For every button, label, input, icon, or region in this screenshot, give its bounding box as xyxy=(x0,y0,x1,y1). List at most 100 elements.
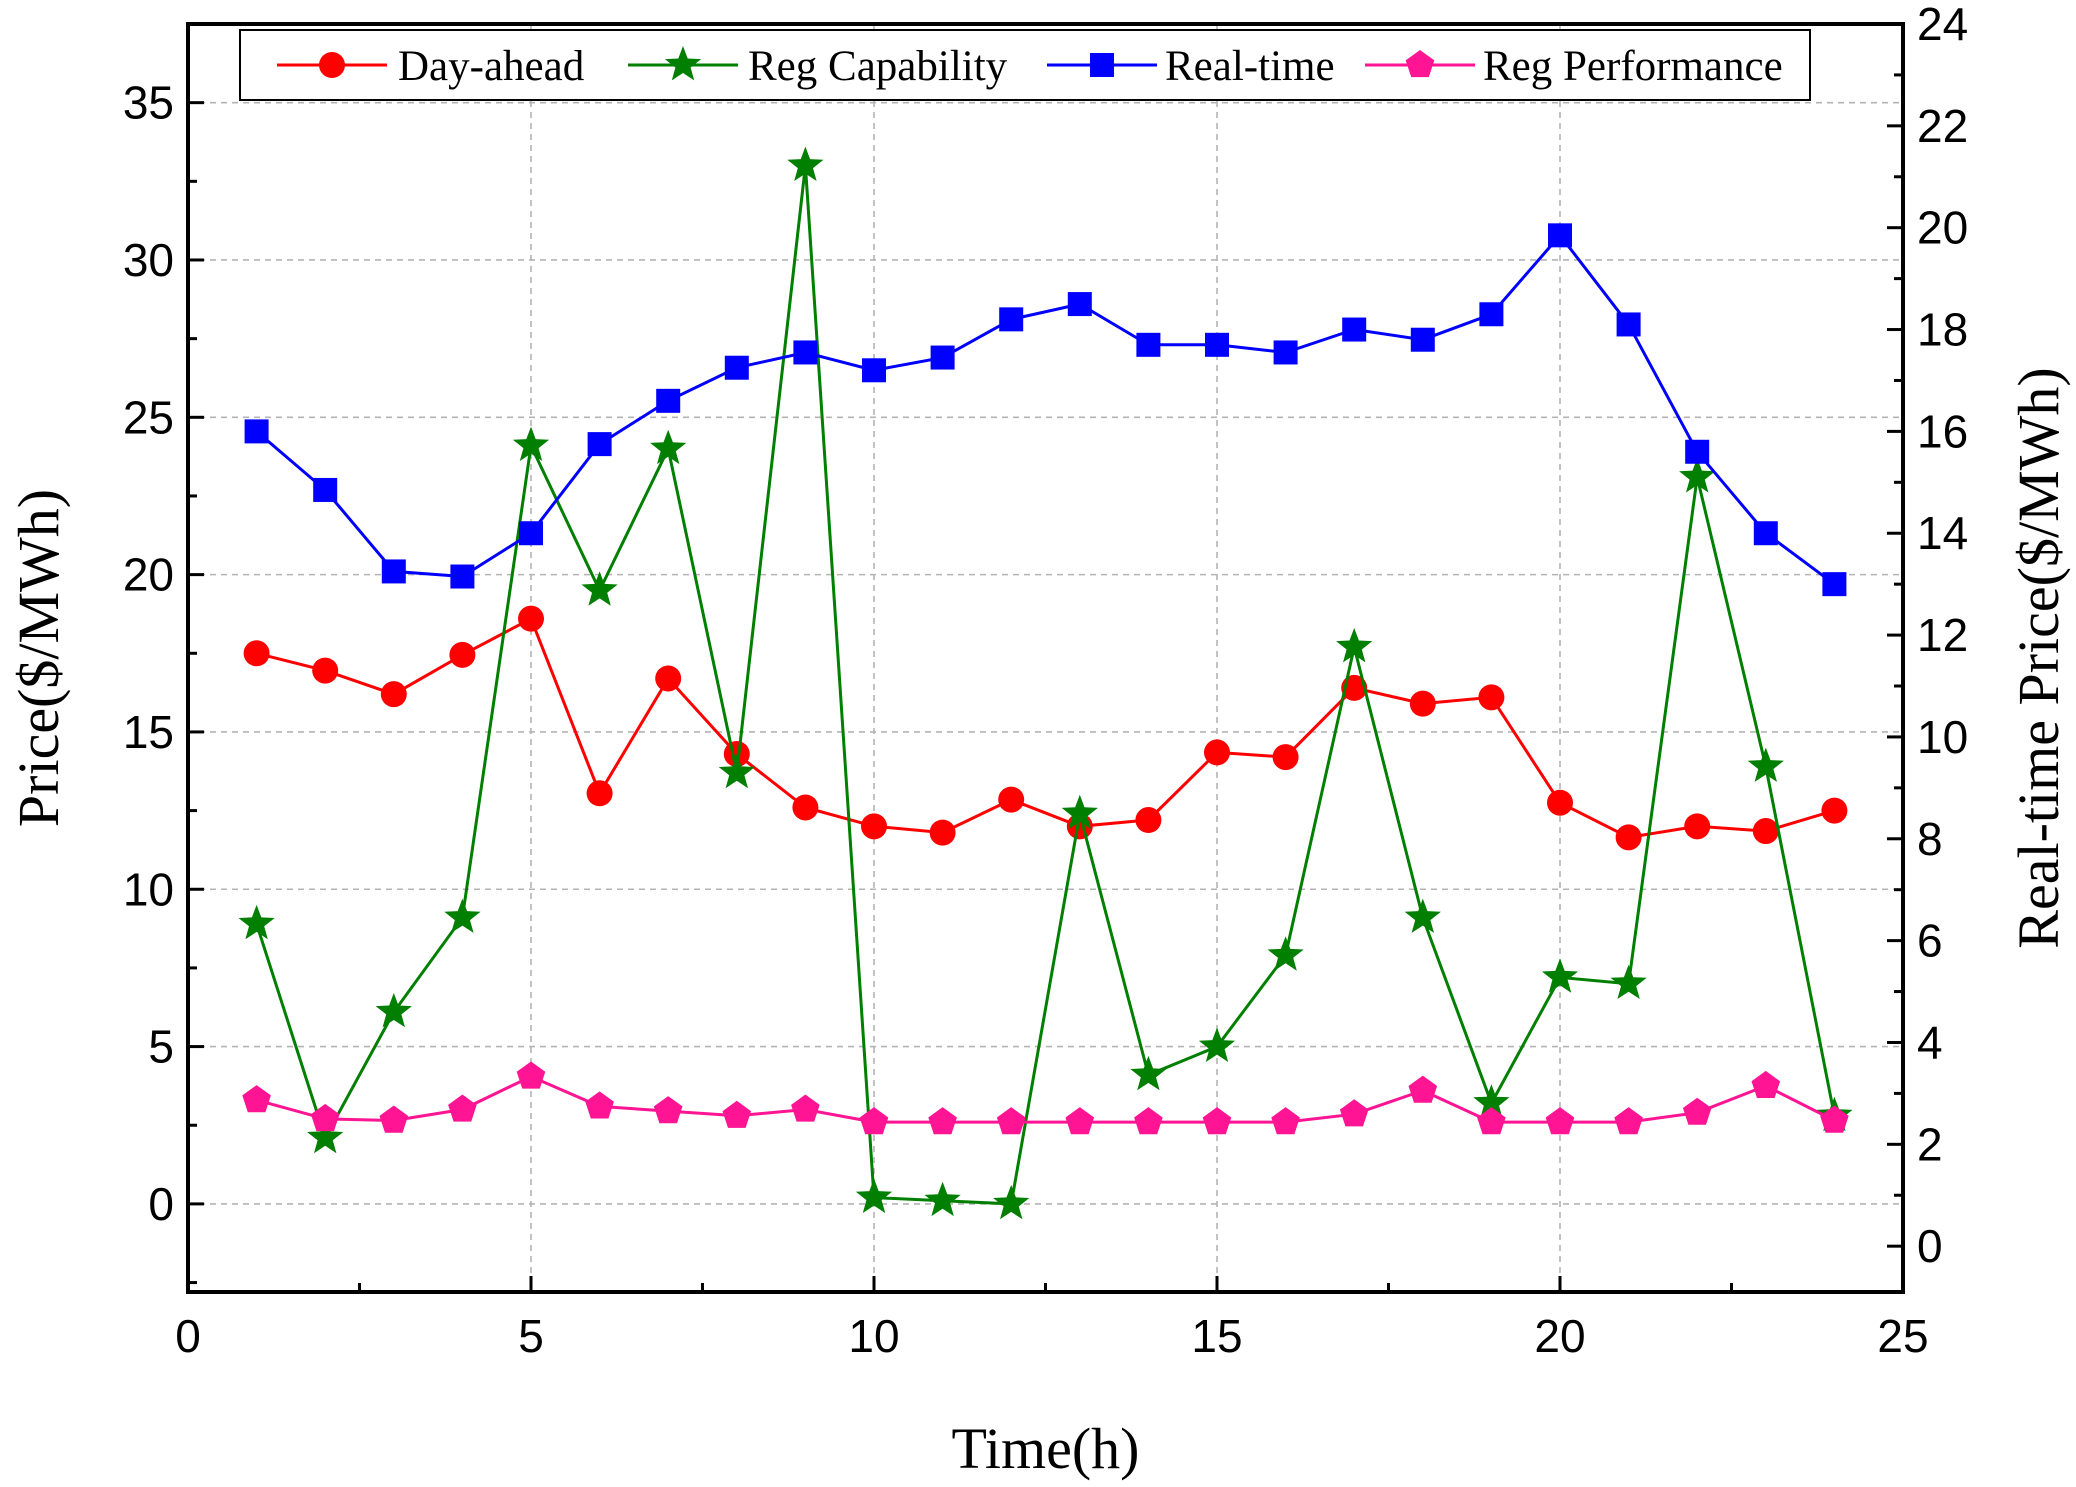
x-tick-label: 0 xyxy=(175,1310,201,1362)
y2-tick-label: 20 xyxy=(1917,202,1968,254)
legend-item-day-ahead: Day-ahead xyxy=(277,43,584,90)
data-point-reg-capability xyxy=(1473,1084,1510,1119)
y2-tick-label: 14 xyxy=(1917,507,1968,559)
data-point-reg-performance xyxy=(722,1100,752,1128)
data-point-reg-performance xyxy=(1477,1107,1506,1135)
x-tick-label: 20 xyxy=(1534,1310,1585,1362)
data-point-reg-performance xyxy=(1202,1107,1232,1135)
data-point-day-ahead xyxy=(1204,739,1230,766)
data-point-reg-capability xyxy=(1198,1027,1236,1062)
series-layer xyxy=(238,146,1853,1220)
data-point-day-ahead xyxy=(1615,824,1642,851)
data-point-day-ahead xyxy=(1684,813,1711,840)
data-point-reg-capability xyxy=(1541,958,1579,993)
data-point-real-time xyxy=(1342,317,1367,342)
data-point-reg-capability xyxy=(1747,747,1784,782)
data-point-day-ahead xyxy=(1547,789,1573,816)
data-point-reg-performance xyxy=(1614,1107,1643,1135)
data-point-reg-capability xyxy=(1267,936,1304,971)
data-point-reg-performance xyxy=(996,1107,1026,1135)
legend-box xyxy=(239,29,1811,101)
data-point-day-ahead xyxy=(449,641,476,668)
series-real-time xyxy=(244,223,1847,597)
y2-tick-label: 4 xyxy=(1917,1016,1943,1068)
data-point-day-ahead xyxy=(1478,684,1505,711)
y2-axis-title: Real-time Price($/MWh) xyxy=(2006,367,2071,948)
data-point-real-time xyxy=(656,388,681,413)
data-point-real-time xyxy=(999,307,1024,332)
data-point-day-ahead xyxy=(518,605,544,632)
y-tick-label: 15 xyxy=(123,706,174,758)
y-tick-label: 0 xyxy=(148,1178,174,1230)
data-point-reg-performance xyxy=(448,1094,477,1122)
data-point-reg-capability xyxy=(924,1181,961,1217)
data-point-real-time xyxy=(1479,302,1504,327)
data-point-reg-performance xyxy=(379,1105,409,1133)
data-point-reg-performance xyxy=(791,1094,820,1122)
data-point-reg-performance xyxy=(1682,1097,1712,1125)
data-point-day-ahead xyxy=(312,657,339,684)
data-point-day-ahead xyxy=(861,813,887,840)
data-point-reg-performance xyxy=(1339,1099,1369,1127)
y2-tick-label: 22 xyxy=(1917,100,1968,152)
data-point-day-ahead xyxy=(586,780,613,807)
x-tick-label: 15 xyxy=(1191,1310,1242,1362)
data-point-real-time xyxy=(519,521,543,546)
data-point-reg-performance xyxy=(1751,1070,1781,1098)
y2-tick-label: 24 xyxy=(1917,0,1968,50)
y2-tick-label: 10 xyxy=(1917,711,1968,763)
legend-marker xyxy=(1090,53,1114,77)
legend-marker xyxy=(664,46,702,81)
legend-label: Real-time xyxy=(1165,43,1335,90)
data-point-reg-capability xyxy=(787,146,824,181)
y-tick-label: 35 xyxy=(123,77,174,129)
data-point-reg-performance xyxy=(1820,1105,1849,1133)
data-point-reg-capability xyxy=(375,993,412,1028)
data-point-day-ahead xyxy=(655,665,682,692)
data-point-day-ahead xyxy=(1135,807,1162,834)
data-point-day-ahead xyxy=(929,819,956,846)
legend: Day-ahead Reg Capability Real-time Reg Perf… xyxy=(239,29,1811,101)
data-point-day-ahead xyxy=(1752,818,1779,845)
data-point-day-ahead xyxy=(243,640,270,667)
data-point-real-time xyxy=(1616,312,1641,337)
data-point-reg-capability xyxy=(1061,794,1098,830)
y2-tick-label: 2 xyxy=(1917,1118,1943,1170)
data-point-real-time xyxy=(1822,572,1847,597)
data-point-real-time xyxy=(1136,332,1161,357)
y2-tick-label: 16 xyxy=(1917,405,1968,457)
data-point-reg-capability xyxy=(1610,964,1647,999)
x-tick-label: 25 xyxy=(1877,1310,1928,1362)
data-point-day-ahead xyxy=(1409,690,1436,717)
data-point-real-time xyxy=(1273,340,1298,365)
data-point-real-time xyxy=(244,419,269,444)
data-point-real-time xyxy=(793,340,818,365)
legend-item-real-time: Real-time xyxy=(1047,43,1335,90)
data-point-reg-performance xyxy=(928,1107,957,1135)
data-point-real-time xyxy=(1685,439,1710,464)
y2-tick-label: 18 xyxy=(1917,304,1968,356)
data-point-reg-performance xyxy=(1271,1107,1300,1135)
data-point-reg-performance xyxy=(516,1061,546,1089)
data-point-reg-performance xyxy=(310,1103,340,1132)
data-point-real-time xyxy=(1205,332,1229,357)
data-point-real-time xyxy=(587,432,612,457)
legend-marker xyxy=(1405,50,1435,78)
legend-label: Reg Capability xyxy=(748,43,1008,90)
data-point-day-ahead xyxy=(998,786,1025,813)
data-point-day-ahead xyxy=(380,681,407,708)
data-point-real-time xyxy=(1548,223,1572,248)
data-point-real-time xyxy=(862,358,886,383)
data-point-reg-performance xyxy=(585,1091,614,1119)
data-point-real-time xyxy=(381,559,406,584)
data-point-reg-performance xyxy=(1065,1107,1095,1135)
legend-label: Day-ahead xyxy=(398,43,584,90)
y-tick-label: 5 xyxy=(148,1021,174,1073)
y2-tick-label: 6 xyxy=(1917,915,1943,967)
y2-tick-label: 0 xyxy=(1917,1220,1943,1272)
legend-marker xyxy=(319,52,345,78)
y2-tick-label: 12 xyxy=(1917,609,1968,661)
y-tick-label: 10 xyxy=(123,863,174,915)
y-tick-label: 20 xyxy=(123,549,174,601)
